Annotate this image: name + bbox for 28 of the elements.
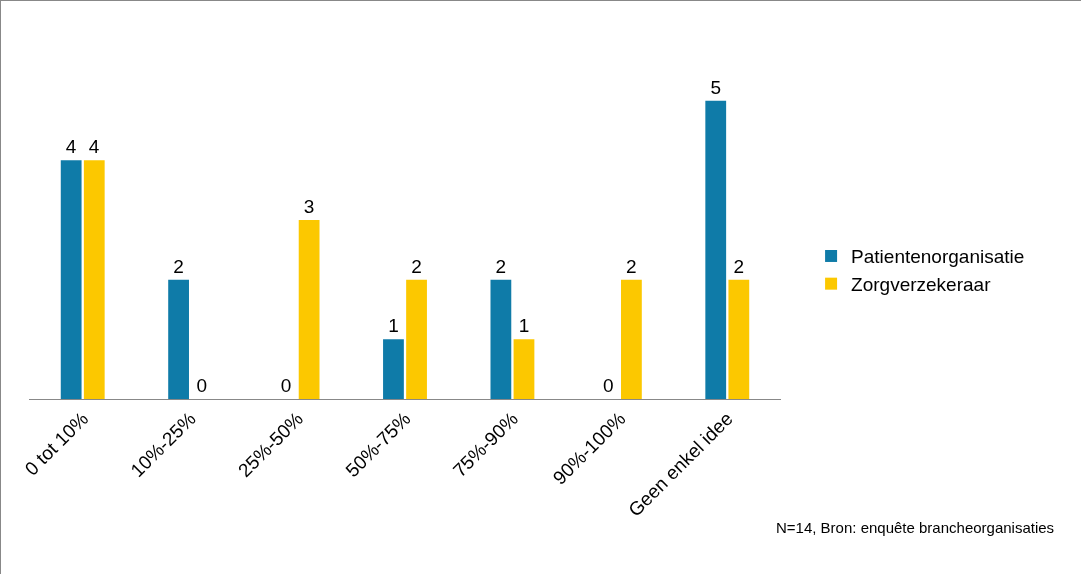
data-label: 2 bbox=[173, 255, 184, 277]
data-label: 5 bbox=[710, 76, 722, 98]
data-label: 3 bbox=[303, 196, 315, 217]
data-label: 4 bbox=[65, 136, 77, 158]
bar bbox=[168, 279, 189, 399]
data-label: 0 bbox=[280, 375, 292, 396]
data-label: 0 bbox=[196, 375, 207, 396]
data-label: 0 bbox=[603, 375, 614, 396]
bar bbox=[621, 279, 642, 399]
legend-label: Zorgverzekeraar bbox=[851, 274, 992, 296]
data-label: 1 bbox=[518, 315, 530, 337]
text: N=14, Bron: enquête brancheorganisaties bbox=[776, 519, 1055, 536]
data-label: 2 bbox=[411, 255, 422, 277]
bar bbox=[60, 160, 82, 399]
bar bbox=[406, 279, 427, 399]
bar bbox=[83, 160, 105, 399]
bar bbox=[513, 339, 535, 399]
bar bbox=[490, 279, 512, 399]
data-label: 2 bbox=[626, 255, 637, 277]
data-label: 4 bbox=[88, 136, 100, 158]
bar bbox=[383, 339, 404, 399]
legend-label: Patientenorganisatie bbox=[851, 246, 1025, 268]
bar bbox=[298, 220, 320, 399]
data-label: 2 bbox=[733, 255, 745, 277]
data-label: 2 bbox=[495, 255, 507, 277]
bar bbox=[728, 279, 750, 399]
data-label: 1 bbox=[388, 315, 399, 337]
bar bbox=[705, 100, 727, 399]
